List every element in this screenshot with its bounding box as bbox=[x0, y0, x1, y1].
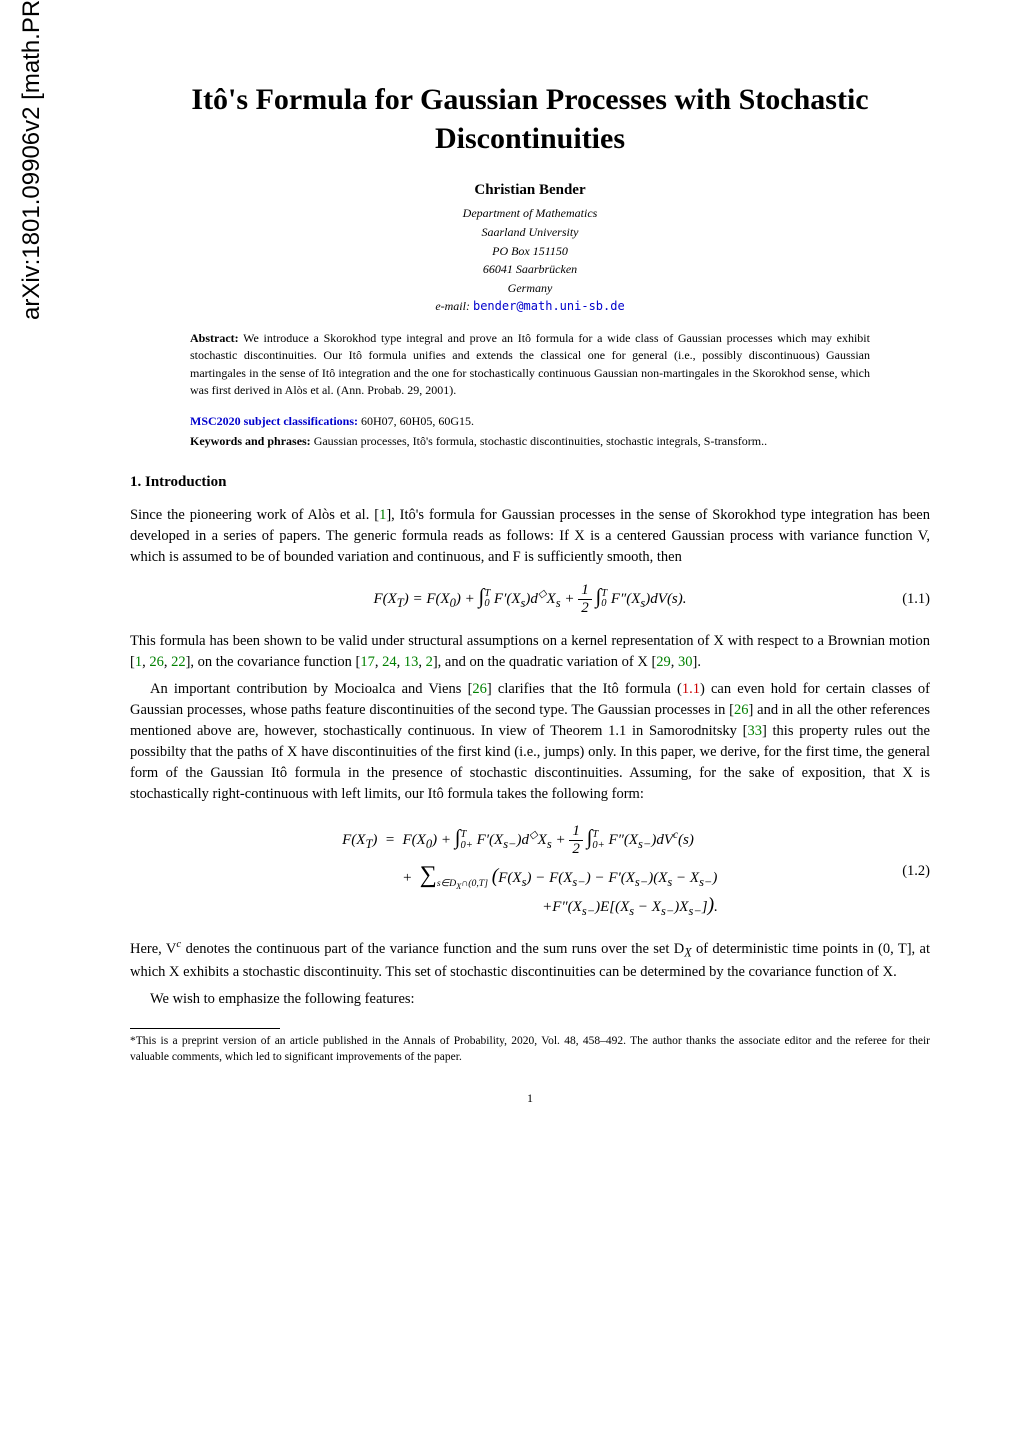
paragraph-4: Here, Vc denotes the continuous part of … bbox=[130, 937, 930, 983]
citation-1b[interactable]: 1 bbox=[135, 654, 142, 670]
citation-26c[interactable]: 26 bbox=[734, 702, 749, 718]
equation-1-1: F(XT) = F(X0) + ∫T0 F′(Xs)d◇Xs + 12 ∫T0 … bbox=[130, 582, 930, 617]
author-email: e-mail: bender@math.uni-sb.de bbox=[130, 299, 930, 314]
para2-text-d: ]. bbox=[693, 654, 701, 670]
para2-text-c: ], and on the quadratic variation of X [ bbox=[433, 654, 656, 670]
para3-text-a: An important contribution by Mocioalca a… bbox=[150, 681, 472, 697]
affiliation-pobox: PO Box 151150 bbox=[130, 243, 930, 260]
paragraph-5: We wish to emphasize the following featu… bbox=[130, 989, 930, 1010]
paper-title: Itô's Formula for Gaussian Processes wit… bbox=[130, 80, 930, 158]
affiliation-country: Germany bbox=[130, 280, 930, 297]
para3-text-b: ] clarifies that the Itô formula ( bbox=[487, 681, 682, 697]
affiliation-dept: Department of Mathematics bbox=[130, 205, 930, 222]
paragraph-1: Since the pioneering work of Alòs et al.… bbox=[130, 505, 930, 568]
eqref-1-1[interactable]: 1.1 bbox=[682, 681, 700, 697]
affiliation-city: 66041 Saarbrücken bbox=[130, 261, 930, 278]
citation-29[interactable]: 29 bbox=[656, 654, 671, 670]
equation-1-2: F(XT) = F(X0) + ∫T0+ F′(Xs−)d◇Xs + 12 ∫T… bbox=[130, 819, 930, 923]
abstract-block: Abstract: We introduce a Skorokhod type … bbox=[190, 330, 870, 400]
page-number: 1 bbox=[130, 1091, 930, 1106]
citation-24[interactable]: 24 bbox=[382, 654, 397, 670]
citation-33[interactable]: 33 bbox=[747, 723, 762, 739]
section-heading-1: 1. Introduction bbox=[130, 474, 930, 491]
abstract-label: Abstract: bbox=[190, 331, 239, 345]
citation-30[interactable]: 30 bbox=[678, 654, 693, 670]
citation-13[interactable]: 13 bbox=[404, 654, 419, 670]
citation-26a[interactable]: 26 bbox=[149, 654, 164, 670]
para4-text-b: denotes the continuous part of the varia… bbox=[181, 941, 684, 957]
email-link[interactable]: bender@math.uni-sb.de bbox=[473, 299, 625, 313]
keywords-block: Keywords and phrases: Gaussian processes… bbox=[190, 433, 870, 450]
paragraph-2: This formula has been shown to be valid … bbox=[130, 631, 930, 673]
citation-2[interactable]: 2 bbox=[426, 654, 433, 670]
citation-22[interactable]: 22 bbox=[171, 654, 186, 670]
citation-17[interactable]: 17 bbox=[360, 654, 375, 670]
equation-number-1-1: (1.1) bbox=[902, 591, 930, 608]
keywords-text: Gaussian processes, Itô's formula, stoch… bbox=[314, 434, 767, 448]
para4-text-a: Here, V bbox=[130, 941, 176, 957]
footnote-rule bbox=[130, 1028, 280, 1029]
msc-link[interactable]: MSC2020 subject classifications: bbox=[190, 414, 358, 428]
author-name: Christian Bender bbox=[130, 182, 930, 199]
para2-text-b: ], on the covariance function [ bbox=[186, 654, 361, 670]
affiliation-university: Saarland University bbox=[130, 224, 930, 241]
paragraph-3: An important contribution by Mocioalca a… bbox=[130, 679, 930, 805]
footnote-text: *This is a preprint version of an articl… bbox=[130, 1033, 930, 1065]
page-content: Itô's Formula for Gaussian Processes wit… bbox=[0, 0, 1020, 1156]
msc-codes: 60H07, 60H05, 60G15. bbox=[361, 414, 474, 428]
email-label: e-mail: bbox=[435, 299, 470, 313]
keywords-label: Keywords and phrases: bbox=[190, 434, 311, 448]
citation-26b[interactable]: 26 bbox=[472, 681, 487, 697]
para1-text-a: Since the pioneering work of Alòs et al.… bbox=[130, 507, 379, 523]
msc-block: MSC2020 subject classifications: 60H07, … bbox=[190, 414, 870, 429]
arxiv-identifier: arXiv:1801.09906v2 [math.PR] 27 May 2021 bbox=[18, 0, 46, 320]
equation-number-1-2: (1.2) bbox=[902, 863, 930, 880]
abstract-text: We introduce a Skorokhod type integral a… bbox=[190, 331, 870, 397]
